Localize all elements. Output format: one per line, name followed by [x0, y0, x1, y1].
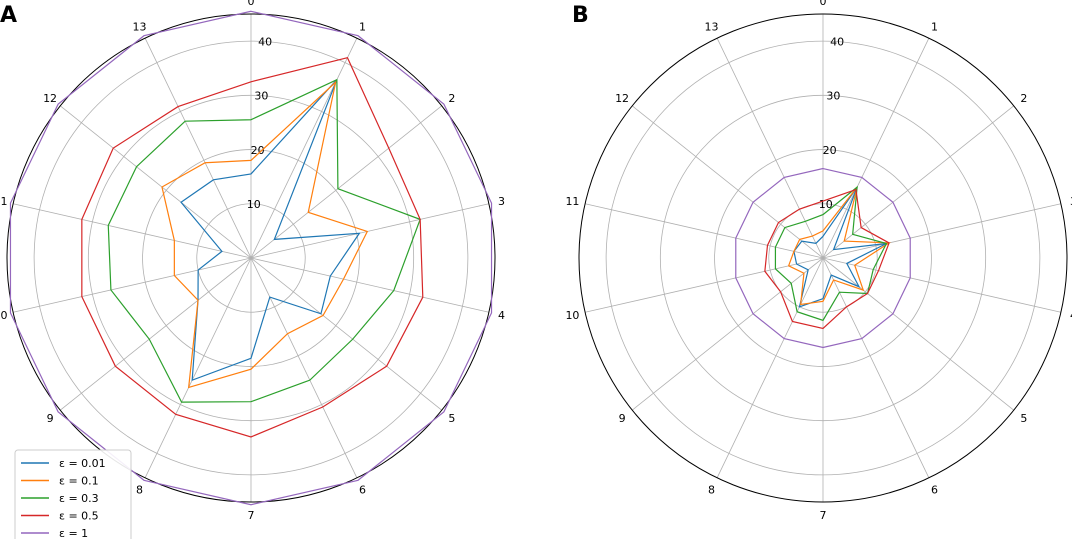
- series-a-0: [180, 79, 361, 382]
- category-label-10: 10: [0, 309, 7, 322]
- category-label-11: 11: [565, 195, 579, 208]
- series-b-3: [764, 188, 890, 330]
- series-a-4: [9, 10, 493, 506]
- spoke-4: [822, 257, 1061, 313]
- spoke-1: [250, 37, 358, 259]
- category-label-4: 4: [498, 309, 505, 322]
- category-label-6: 6: [931, 484, 938, 497]
- category-label-2: 2: [448, 92, 455, 105]
- r-tick-label-40: 40: [830, 36, 844, 49]
- spoke-1: [822, 37, 930, 259]
- category-label-3: 3: [498, 195, 505, 208]
- spoke-2: [250, 105, 443, 259]
- spoke-9: [59, 257, 252, 411]
- legend-label-0: ε = 0.01: [59, 457, 106, 470]
- spoke-11: [585, 203, 824, 259]
- category-label-12: 12: [615, 92, 629, 105]
- series-a-2: [107, 78, 421, 403]
- r-tick-label-10: 10: [247, 198, 261, 211]
- category-label-5: 5: [448, 412, 455, 425]
- category-label-8: 8: [136, 484, 143, 497]
- spoke-13: [144, 37, 252, 259]
- spoke-6: [822, 257, 930, 479]
- spoke-12: [631, 105, 824, 259]
- category-label-4: 4: [1070, 309, 1072, 322]
- category-label-11: 11: [0, 195, 7, 208]
- radar-chart-b: 01234567891011121310203040: [565, 0, 1072, 522]
- series-b-4: [735, 167, 911, 349]
- r-tick-label-40: 40: [258, 36, 272, 49]
- spoke-8: [716, 257, 824, 479]
- legend-label-4: ε = 1: [59, 527, 88, 539]
- category-label-8: 8: [708, 484, 715, 497]
- panel-b-letter: B: [572, 3, 589, 28]
- category-label-1: 1: [931, 20, 938, 33]
- category-label-9: 9: [47, 412, 54, 425]
- spoke-5: [250, 257, 443, 411]
- category-label-10: 10: [565, 309, 579, 322]
- category-label-1: 1: [359, 20, 366, 33]
- spoke-3: [822, 203, 1061, 259]
- spoke-6: [250, 257, 358, 479]
- legend-label-3: ε = 0.5: [59, 510, 99, 523]
- outer-outline: [6, 13, 496, 503]
- category-label-7: 7: [820, 509, 827, 522]
- spoke-11: [13, 203, 252, 259]
- legend-box: [14, 449, 132, 539]
- r-tick-label-20: 20: [251, 144, 265, 157]
- category-label-9: 9: [619, 412, 626, 425]
- spoke-5: [822, 257, 1015, 411]
- category-label-7: 7: [248, 509, 255, 522]
- spoke-2: [822, 105, 1015, 259]
- series-b-2: [774, 185, 888, 322]
- category-label-5: 5: [1020, 412, 1027, 425]
- series-b-0: [793, 186, 887, 308]
- category-label-13: 13: [704, 20, 718, 33]
- series-a-3: [81, 56, 424, 438]
- series-b-1: [787, 186, 891, 306]
- spoke-10: [13, 257, 252, 313]
- spoke-3: [250, 203, 489, 259]
- spoke-13: [716, 37, 824, 259]
- category-label-0: 0: [820, 0, 827, 8]
- r-tick-label-30: 30: [826, 90, 840, 103]
- legend-label-1: ε = 0.1: [59, 475, 99, 488]
- spoke-4: [250, 257, 489, 313]
- legend-label-2: ε = 0.3: [59, 492, 99, 505]
- r-tick-label-20: 20: [823, 144, 837, 157]
- category-label-3: 3: [1070, 195, 1072, 208]
- radar-chart-a: 01234567891011121310203040: [0, 0, 505, 522]
- spoke-10: [585, 257, 824, 313]
- spoke-9: [631, 257, 824, 411]
- category-label-2: 2: [1020, 92, 1027, 105]
- r-tick-label-30: 30: [254, 90, 268, 103]
- category-label-6: 6: [359, 484, 366, 497]
- panel-a-letter: A: [0, 3, 17, 28]
- spoke-8: [144, 257, 252, 479]
- category-label-0: 0: [248, 0, 255, 8]
- series-a-1: [161, 80, 369, 389]
- legend: ε = 0.01 ε = 0.1 ε = 0.3 ε = 0.5 ε = 1: [14, 449, 132, 539]
- outer-outline: [578, 13, 1068, 503]
- category-label-12: 12: [43, 92, 57, 105]
- spoke-12: [59, 105, 252, 259]
- category-label-13: 13: [132, 20, 146, 33]
